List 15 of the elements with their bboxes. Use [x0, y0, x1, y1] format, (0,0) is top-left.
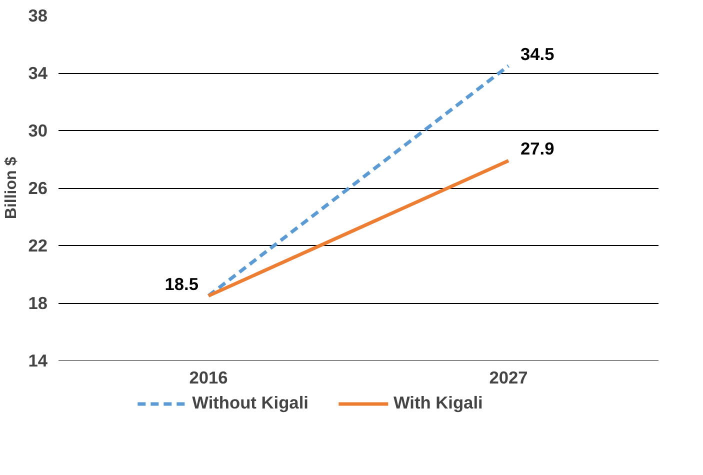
y-tick-label: 38 — [28, 6, 48, 26]
y-tick-label: 34 — [28, 63, 48, 83]
y-tick-label: 26 — [28, 178, 48, 198]
y-tick-label: 22 — [28, 236, 48, 256]
y-tick-label: 18 — [28, 293, 48, 313]
legend-label: Without Kigali — [192, 392, 308, 414]
y-tick-label: 30 — [28, 120, 48, 140]
y-axis-title: Billion $ — [3, 156, 20, 220]
legend-label: With Kigali — [393, 392, 483, 414]
data-label: 34.5 — [520, 44, 555, 64]
y-tick-label: 14 — [28, 350, 48, 370]
data-label: 27.9 — [520, 138, 554, 159]
x-tick-label: 2016 — [189, 368, 228, 388]
data-label: 18.5 — [164, 274, 199, 294]
x-tick-label: 2027 — [489, 368, 528, 388]
